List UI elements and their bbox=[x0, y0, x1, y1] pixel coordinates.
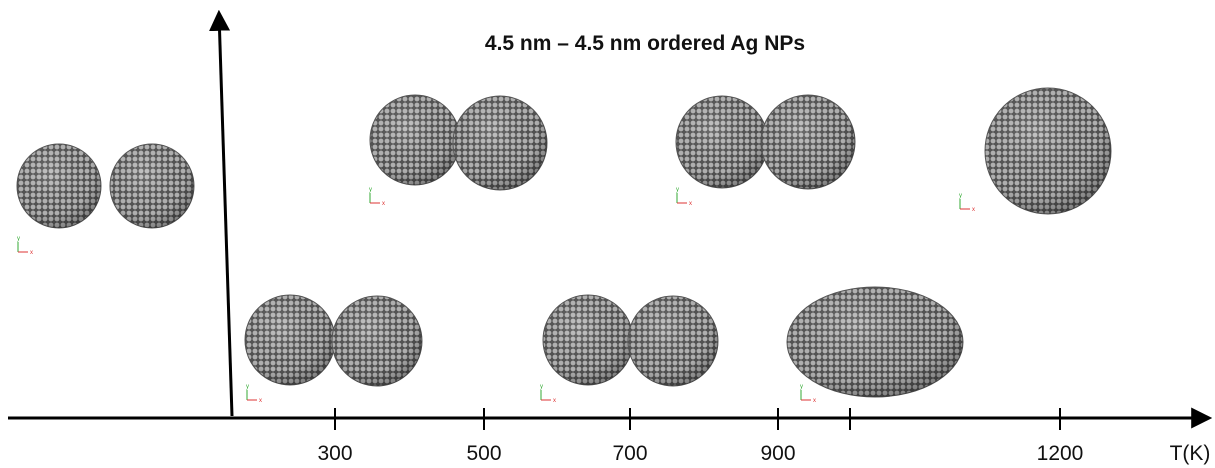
axis-triad: yx bbox=[800, 384, 816, 404]
shading bbox=[245, 295, 335, 385]
nanoparticle bbox=[542, 294, 719, 387]
nanoparticle bbox=[675, 94, 856, 190]
triad-y-label: y bbox=[369, 187, 372, 193]
triad-x-label: x bbox=[382, 201, 385, 207]
nanoparticle bbox=[244, 294, 423, 387]
shading bbox=[110, 144, 194, 228]
tick-label: 900 bbox=[760, 442, 795, 465]
axis-label: T(K) bbox=[1170, 442, 1211, 465]
tick-label: 300 bbox=[317, 442, 352, 465]
axis-triad: yx bbox=[246, 384, 262, 404]
triad-x-label: x bbox=[30, 250, 33, 256]
triad-x-label: x bbox=[553, 398, 556, 404]
axis-triad: yx bbox=[676, 187, 692, 207]
shading bbox=[17, 144, 101, 228]
shading bbox=[628, 296, 718, 386]
triad-x-label: x bbox=[972, 207, 975, 213]
shading bbox=[985, 88, 1111, 214]
tick-label: 1200 bbox=[1037, 442, 1084, 465]
axis-triad: yx bbox=[369, 187, 385, 207]
triad-y-label: y bbox=[800, 384, 803, 390]
axis-triad: yx bbox=[540, 384, 556, 404]
title: 4.5 nm – 4.5 nm ordered Ag NPs bbox=[485, 32, 805, 55]
axis-triad: yx bbox=[959, 193, 975, 213]
tick-label: 700 bbox=[612, 442, 647, 465]
nanoparticle bbox=[16, 143, 102, 229]
nanoparticle bbox=[984, 87, 1112, 215]
triad-y-label: y bbox=[246, 384, 249, 390]
triad-x-label: x bbox=[259, 398, 262, 404]
shading bbox=[453, 96, 547, 190]
nanoparticle bbox=[109, 143, 195, 229]
shading bbox=[676, 96, 768, 188]
nanoparticle bbox=[369, 94, 548, 191]
triad-x-label: x bbox=[689, 201, 692, 207]
triad-y-label: y bbox=[676, 187, 679, 193]
triad-y-label: y bbox=[540, 384, 543, 390]
shading bbox=[543, 295, 633, 385]
triad-y-label: y bbox=[959, 193, 962, 199]
tick-label: 500 bbox=[466, 442, 501, 465]
axis-triad: yx bbox=[17, 236, 33, 256]
shading bbox=[370, 95, 460, 185]
ticks: 300 500 700 900 1200 bbox=[317, 408, 1083, 465]
shading bbox=[332, 296, 422, 386]
shading bbox=[761, 95, 855, 189]
shading bbox=[787, 287, 963, 397]
triad-y-label: y bbox=[17, 236, 20, 242]
nanoparticle bbox=[786, 286, 964, 398]
triad-x-label: x bbox=[813, 398, 816, 404]
vertical-axis bbox=[209, 9, 234, 417]
